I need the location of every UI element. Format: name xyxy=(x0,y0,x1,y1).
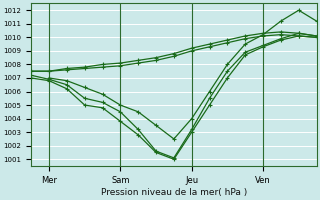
X-axis label: Pression niveau de la mer( hPa ): Pression niveau de la mer( hPa ) xyxy=(101,188,247,197)
